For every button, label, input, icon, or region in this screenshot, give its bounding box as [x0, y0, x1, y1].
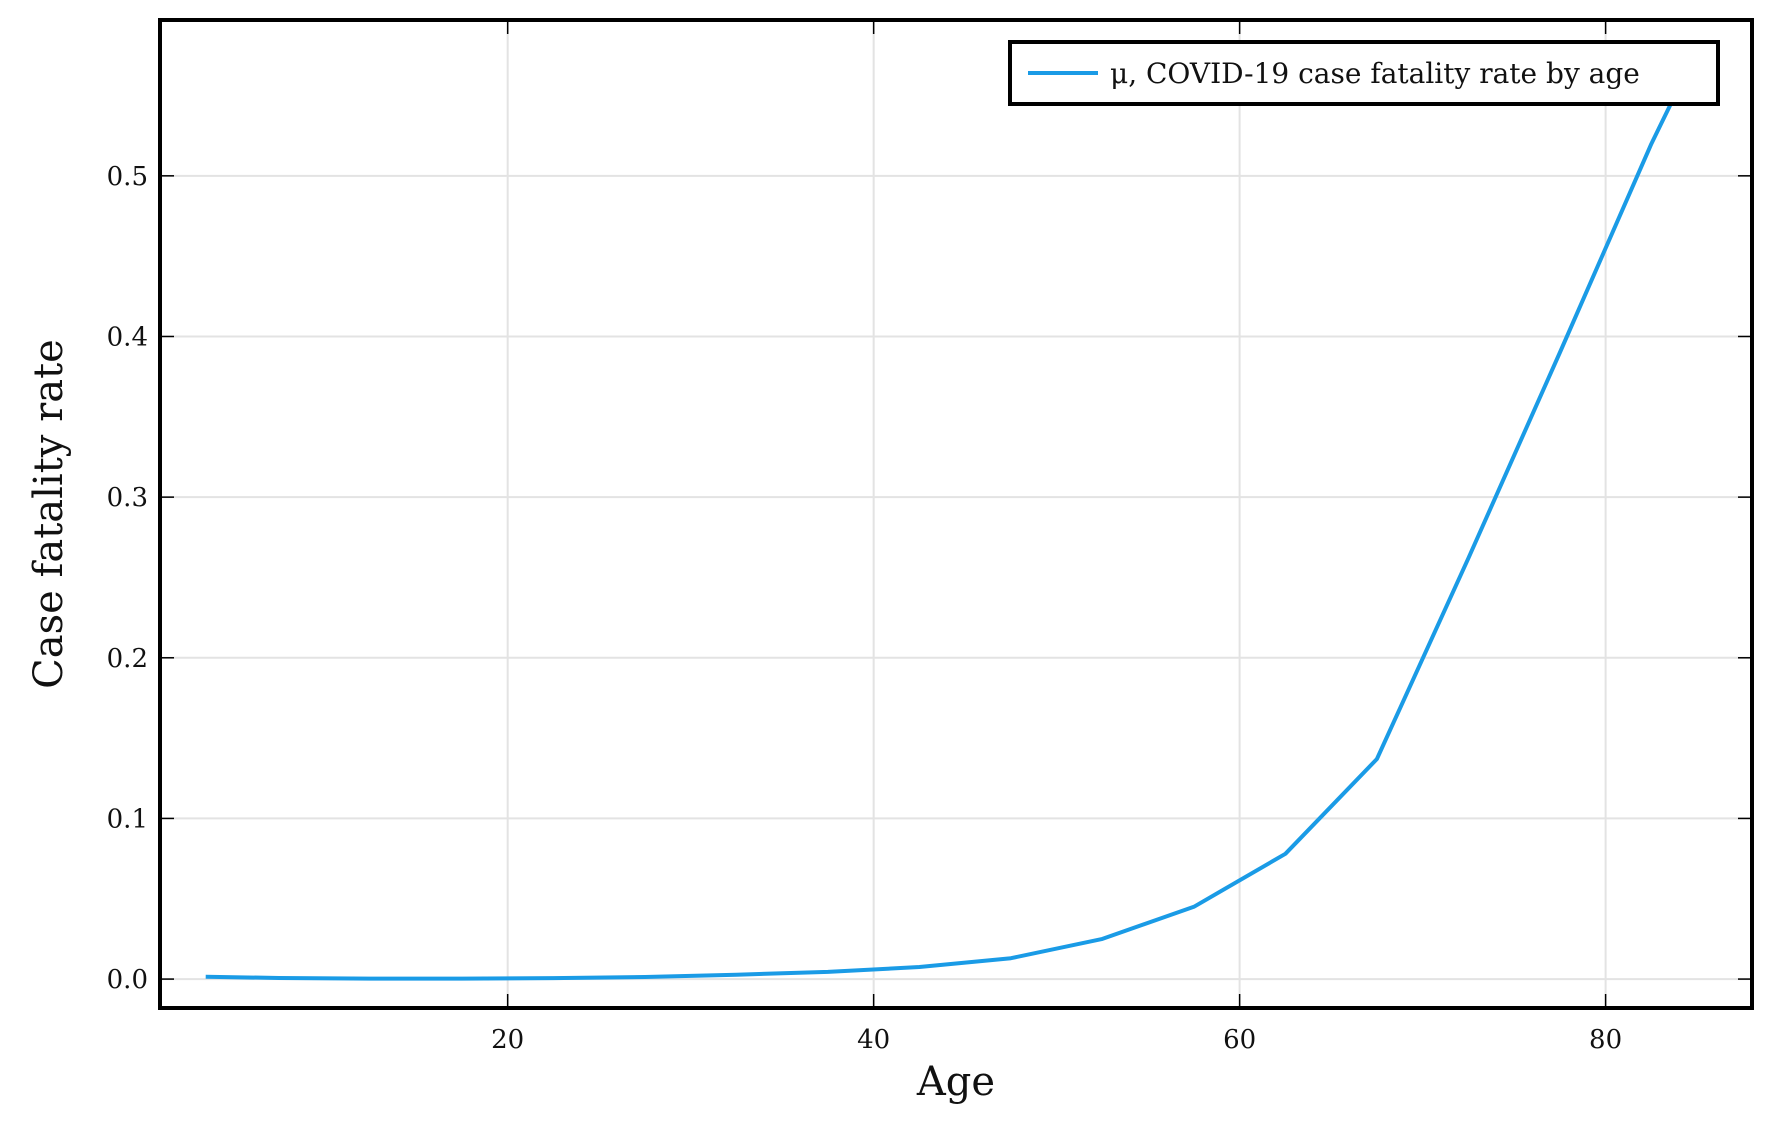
y-tick-label: 0.3	[107, 483, 148, 513]
y-tick-label: 0.5	[107, 162, 148, 192]
legend: μ, COVID-19 case fatality rate by age	[1008, 40, 1720, 106]
series-line	[205, 86, 1681, 981]
plot-frame	[158, 18, 1754, 1010]
legend-box	[1008, 40, 1720, 106]
y-tick-label: 0.2	[107, 644, 148, 674]
y-tick-label: 0.0	[107, 965, 148, 995]
y-axis-label: Case fatality rate	[26, 339, 72, 689]
y-tick-label: 0.4	[107, 322, 148, 352]
x-tick-label: 80	[1589, 1025, 1622, 1055]
ticks: 20 40 60 80 0.0 0.1 0.2 0.3 0.4 0.5	[107, 20, 1752, 1055]
x-tick-label: 60	[1223, 1025, 1256, 1055]
x-axis-label: Age	[916, 1059, 995, 1105]
legend-label: μ, COVID-19 case fatality rate by age	[1110, 57, 1640, 90]
series-layer	[205, 86, 1681, 981]
x-tick-label: 20	[491, 1025, 524, 1055]
x-tick-label: 40	[857, 1025, 890, 1055]
y-tick-label: 0.1	[107, 804, 148, 834]
grid	[160, 20, 1752, 1008]
